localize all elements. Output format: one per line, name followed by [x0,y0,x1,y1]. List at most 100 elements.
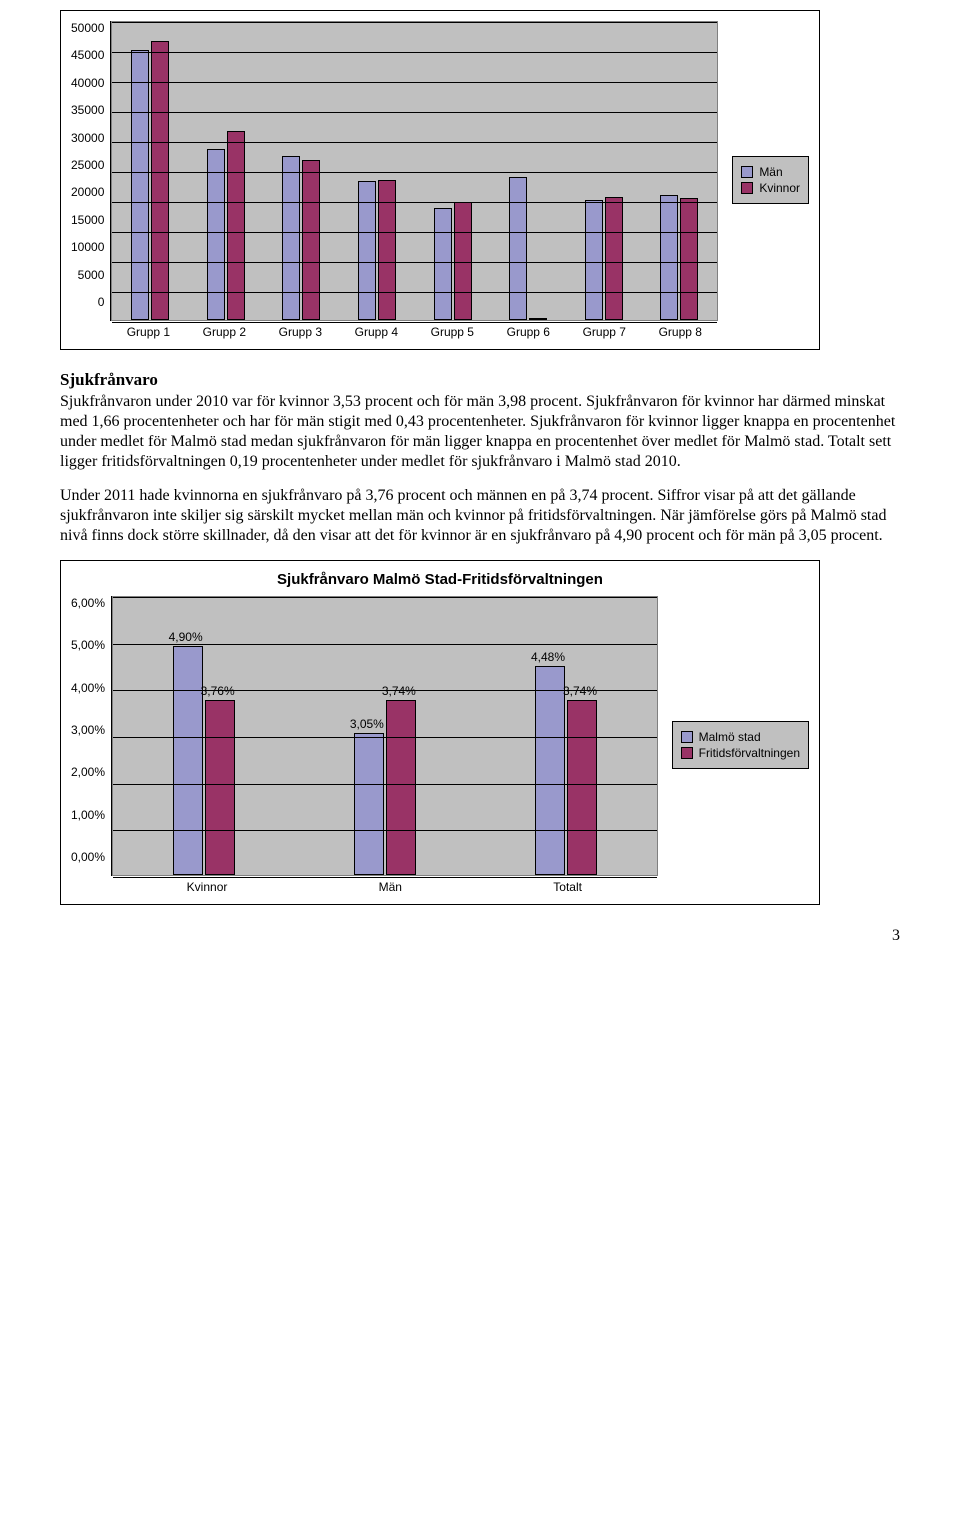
bar [529,318,547,320]
chart2-y-axis: 6,00%5,00%4,00%3,00%2,00%1,00%0,00% [71,596,111,882]
chart1-y-axis: 5000045000400003500030000250002000015000… [71,21,110,327]
bar [354,733,384,875]
y-tick-label: 20000 [71,185,104,199]
bar [282,156,300,320]
bar-group: 3,05%3,74% [354,700,416,875]
y-tick-label: 4,00% [71,681,105,695]
x-tick-label: Grupp 8 [659,325,702,339]
bar-value-label: 3,05% [350,717,384,731]
chart1-x-labels: Grupp 1Grupp 2Grupp 3Grupp 4Grupp 5Grupp… [110,325,718,339]
x-tick-label: Grupp 7 [583,325,626,339]
chart2-title: Sjukfrånvaro Malmö Stad-Fritidsförvaltni… [71,571,809,588]
gridline [112,202,717,203]
gridline [113,830,657,831]
gridline [112,22,717,23]
bar [680,198,698,320]
gridline [113,644,657,645]
chart1-bars-row [112,22,717,320]
x-tick-label: Grupp 5 [431,325,474,339]
legend-label: Fritidsförvaltningen [699,746,800,760]
gridline [112,142,717,143]
y-tick-label: 25000 [71,158,104,172]
y-tick-label: 40000 [71,76,104,90]
page-number: 3 [892,927,900,945]
y-tick-label: 15000 [71,213,104,227]
x-tick-label: Grupp 2 [203,325,246,339]
bar-value-label: 3,74% [382,684,416,698]
gridline [112,292,717,293]
gridline [112,232,717,233]
bar-group: 4,48%3,74% [535,666,597,875]
section-heading: Sjukfrånvaro [60,370,900,390]
x-tick-label: Totalt [553,880,582,894]
chart1-plot-wrap: 5000045000400003500030000250002000015000… [71,21,718,339]
bar-value-label: 4,48% [531,650,565,664]
x-tick-label: Kvinnor [187,880,228,894]
chart2-plot-col: 4,90%3,76%3,05%3,74%4,48%3,74% KvinnorMä… [111,596,658,894]
legend-label: Malmö stad [699,730,761,744]
bar-group [358,180,396,320]
chart1-plot-area [110,21,718,321]
bar [173,646,203,875]
bar [454,202,472,320]
legend-item: Kvinnor [741,181,800,195]
chart1-plot-col: Grupp 1Grupp 2Grupp 3Grupp 4Grupp 5Grupp… [110,21,718,339]
gridline [113,877,657,878]
x-tick-label: Grupp 3 [279,325,322,339]
legend-item: Män [741,165,800,179]
chart2-plot-inner: 4,90%3,76%3,05%3,74%4,48%3,74% [112,596,658,876]
bar [207,149,225,320]
bar [660,195,678,320]
bar [605,197,623,320]
x-tick-label: Grupp 6 [507,325,550,339]
bar [585,200,603,320]
chart-sjukfranvaro: Sjukfrånvaro Malmö Stad-Fritidsförvaltni… [60,560,820,905]
y-tick-label: 3,00% [71,723,105,737]
bar-group [434,202,472,320]
legend-swatch [681,731,693,743]
legend-label: Män [759,165,782,179]
paragraph-1: Sjukfrånvaron under 2010 var för kvinnor… [60,392,900,472]
legend-item: Malmö stad [681,730,800,744]
legend-item: Fritidsförvaltningen [681,746,800,760]
paragraph-2: Under 2011 hade kvinnorna en sjukfrånvar… [60,486,900,546]
chart2-x-labels: Kvinnor Män Totalt [111,880,658,894]
bar [535,666,565,875]
bar [205,700,235,875]
bar-value-label: 4,90% [169,630,203,644]
y-tick-label: 35000 [71,103,104,117]
gridline [112,112,717,113]
bar-group [660,195,698,320]
chart2-bars-row: 4,90%3,76%3,05%3,74%4,48%3,74% [113,597,657,875]
bar-group [282,156,320,320]
gridline [113,597,657,598]
chart2-legend: Malmö stad Fritidsförvaltningen [672,721,809,769]
gridline [112,172,717,173]
legend-swatch [741,182,753,194]
bar-group [509,177,547,320]
chart2-plot-wrap: 6,00%5,00%4,00%3,00%2,00%1,00%0,00% 4,90… [71,596,658,894]
x-tick-label: Män [379,880,402,894]
y-tick-label: 6,00% [71,596,105,610]
y-tick-label: 50000 [71,21,104,35]
y-tick-label: 0 [98,295,105,309]
bar [302,160,320,320]
gridline [113,737,657,738]
bar-group: 4,90%3,76% [173,646,235,875]
x-tick-label: Grupp 1 [127,325,170,339]
bar [434,208,452,320]
y-tick-label: 45000 [71,48,104,62]
chart1-legend: Män Kvinnor [732,156,809,204]
y-tick-label: 2,00% [71,765,105,779]
gridline [112,52,717,53]
bar [386,700,416,875]
gridline [112,322,717,323]
bar [567,700,597,875]
y-tick-label: 10000 [71,240,104,254]
y-tick-label: 30000 [71,131,104,145]
y-tick-label: 5000 [78,268,105,282]
legend-swatch [741,166,753,178]
legend-swatch [681,747,693,759]
y-tick-label: 0,00% [71,850,105,864]
y-tick-label: 5,00% [71,638,105,652]
